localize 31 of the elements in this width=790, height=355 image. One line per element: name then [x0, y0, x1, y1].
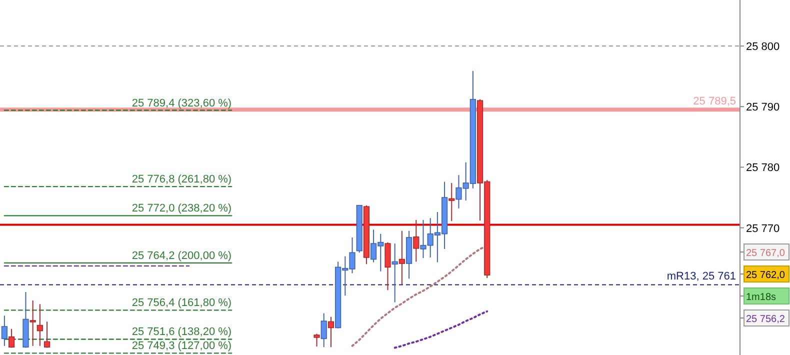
- series-label: 25 756,4 (161,80 %): [132, 297, 232, 310]
- candlestick: [384, 242, 391, 291]
- candlestick: [398, 230, 406, 286]
- y-tick-label: 25 800: [746, 41, 780, 54]
- text: 1m18s: [746, 292, 776, 303]
- candlestick: [30, 300, 36, 346]
- candlestick: [413, 219, 420, 262]
- text: 25 756,2: [746, 314, 786, 325]
- series-label: 25 789,4 (323,60 %): [132, 97, 232, 110]
- text: 25 762,0: [746, 270, 786, 281]
- candlestick: [320, 312, 327, 348]
- series-label: 25 764,2 (200,00 %): [132, 250, 232, 262]
- candlestick: [392, 243, 398, 303]
- candlestick: [44, 321, 50, 348]
- y-tick-label: 25 770: [746, 222, 780, 235]
- candlestick: [328, 316, 334, 348]
- y-tick-label: 25 780: [746, 162, 780, 174]
- ref-line-label: mR13, 25 761: [666, 270, 736, 283]
- series-label: 25 749,3 (127,00 %): [132, 340, 232, 352]
- candlestick: [448, 182, 455, 222]
- line-series: [394, 310, 488, 349]
- candlestick: [1, 315, 8, 346]
- candlestick: [8, 328, 15, 348]
- candlestick: [36, 304, 43, 346]
- candlestick: [314, 333, 320, 348]
- series-label: 25 772,0 (238,20 %): [132, 202, 232, 215]
- series-label: 25 776,8 (261,80 %): [132, 174, 232, 186]
- y-tick-label: 25 790: [746, 102, 780, 114]
- ref-line-label: 25 789,5: [693, 96, 736, 108]
- text: 25 767,0: [746, 248, 786, 259]
- series-label: 25 751,6 (138,20 %): [132, 326, 232, 338]
